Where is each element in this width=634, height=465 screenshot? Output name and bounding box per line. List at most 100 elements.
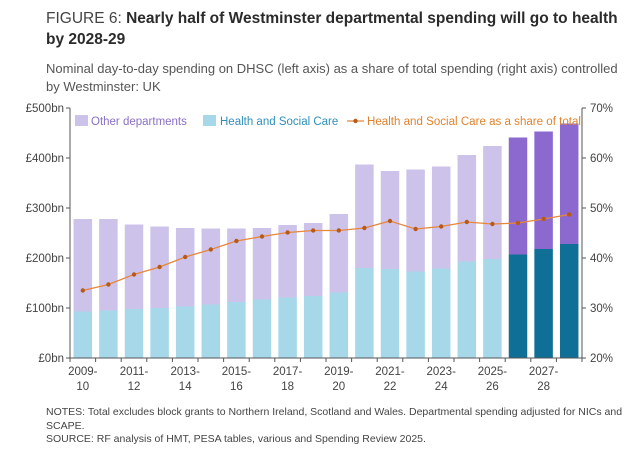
share-point-2024-25 — [464, 219, 469, 225]
x-tick-label-line2: 24 — [435, 381, 448, 393]
right-tick-label: 60% — [590, 153, 613, 165]
chart-title: FIGURE 6: Nearly half of Westminster dep… — [46, 8, 621, 50]
x-tick-label-line1: 2015- — [222, 366, 252, 378]
right-tick-label: 30% — [590, 303, 613, 315]
bar-other-2016-17 — [252, 228, 272, 300]
x-tick-label-line1: 2027- — [529, 366, 559, 378]
chart-subtitle: Nominal day-to-day spending on DHSC (lef… — [46, 61, 618, 94]
legend-marker-share — [353, 118, 358, 124]
share-point-2020-21 — [362, 225, 367, 231]
bar-health-2027-28 — [534, 249, 553, 358]
share-point-2013-14 — [183, 254, 188, 260]
share-point-2018-19 — [311, 228, 316, 233]
left-tick-label: £300bn — [26, 203, 64, 215]
bar-health-2017-18 — [278, 297, 297, 358]
bar-health-2028-29 — [559, 244, 579, 358]
share-point-2021-22 — [387, 218, 393, 224]
bar-health-2015-16 — [227, 302, 246, 358]
share-point-2022-23 — [413, 226, 418, 232]
x-tick-label-line2: 14 — [179, 381, 192, 393]
bar-health-2026-27 — [508, 254, 528, 358]
share-point-2015-16 — [234, 238, 239, 244]
bar-health-2009-10 — [73, 311, 93, 358]
share-point-2027-28 — [541, 216, 546, 222]
x-tick-label-line1: 2019- — [324, 366, 354, 378]
chart-notes: NOTES: Total excludes block grants to No… — [46, 406, 626, 447]
bar-other-2013-14 — [175, 228, 195, 307]
bar-health-2011-12 — [124, 309, 144, 358]
share-point-2028-29 — [567, 212, 572, 217]
bar-health-2024-25 — [457, 261, 477, 358]
bar-other-2023-24 — [431, 166, 451, 269]
notes-text: NOTES: Total excludes block grants to No… — [46, 406, 623, 432]
left-tick-label: £0bn — [38, 353, 64, 365]
bar-other-2026-27 — [508, 137, 528, 255]
right-tick-label: 70% — [590, 103, 613, 115]
left-tick-label: £500bn — [26, 103, 64, 115]
bar-other-2015-16 — [227, 228, 246, 302]
legend-label-health: Health and Social Care — [220, 116, 338, 128]
right-tick-label: 40% — [590, 253, 613, 265]
x-tick-label-line2: 28 — [537, 381, 550, 393]
share-point-2017-18 — [285, 230, 290, 235]
share-point-2014-15 — [208, 247, 213, 252]
share-point-2023-24 — [439, 224, 444, 229]
bar-other-2011-12 — [124, 224, 144, 309]
left-tick-label: £400bn — [26, 153, 64, 165]
x-tick-label-line2: 26 — [486, 381, 499, 393]
bar-other-2019-20 — [329, 214, 349, 293]
legend-label-other: Other departments — [91, 116, 187, 128]
bar-health-2010-11 — [99, 310, 118, 358]
chart-canvas: £0bn £100bn £200bn £300bn £400bn £500bn 20% 30%… — [26, 103, 613, 393]
share-line — [82, 213, 570, 292]
x-tick-label-line1: 2023- — [426, 366, 456, 378]
bar-health-2014-15 — [201, 304, 221, 358]
bar-other-2020-21 — [355, 164, 374, 268]
x-tick-label-line2: 20 — [332, 381, 345, 393]
bar-other-2028-29 — [559, 123, 579, 244]
share-point-2019-20 — [336, 228, 341, 233]
share-point-2009-10 — [80, 288, 86, 293]
x-tick-label-line2: 18 — [281, 381, 294, 393]
x-tick-label-line1: 2017- — [273, 366, 303, 378]
bar-other-2024-25 — [457, 155, 477, 262]
x-tick-label-line2: 12 — [128, 381, 141, 393]
source-text: SOURCE: RF analysis of HMT, PESA tables,… — [46, 433, 426, 445]
bar-health-2020-21 — [355, 268, 374, 358]
figure-label: FIGURE 6: — [46, 10, 127, 27]
bar-other-2009-10 — [73, 219, 93, 312]
x-tick-label-line2: 22 — [384, 381, 397, 393]
legend-label-share: Health and Social Care as a share of tot… — [367, 116, 581, 128]
x-tick-label-line1: 2021- — [375, 366, 405, 378]
bar-health-2021-22 — [380, 269, 400, 358]
x-tick-label-line2: 16 — [230, 381, 243, 393]
x-tick-label-line2: 10 — [76, 381, 89, 393]
left-tick-label: £100bn — [26, 303, 64, 315]
x-tick-label-line1: 2011- — [120, 366, 149, 378]
bar-health-2013-14 — [175, 306, 195, 358]
figure-title: Nearly half of Westminster departmental … — [46, 10, 618, 48]
share-point-2012-13 — [157, 264, 162, 270]
right-tick-label: 50% — [590, 203, 613, 215]
share-point-2011-12 — [131, 272, 137, 277]
bar-other-2027-28 — [534, 131, 553, 249]
bar-health-2016-17 — [252, 299, 272, 358]
share-point-2010-11 — [106, 282, 111, 287]
bar-health-2025-26 — [483, 259, 502, 358]
bar-other-2018-19 — [303, 223, 323, 296]
share-point-2025-26 — [490, 221, 495, 227]
bar-health-2023-24 — [431, 268, 451, 358]
bar-health-2012-13 — [150, 308, 169, 358]
bar-other-2025-26 — [483, 146, 502, 259]
left-tick-label: £200bn — [26, 253, 64, 265]
legend-swatch-health — [203, 115, 216, 126]
share-point-2016-17 — [259, 234, 265, 239]
bar-other-2010-11 — [99, 219, 118, 311]
bar-health-2022-23 — [406, 271, 425, 358]
x-tick-label-line1: 2025- — [478, 366, 508, 378]
bar-other-2022-23 — [406, 169, 425, 272]
bar-other-2014-15 — [201, 228, 221, 305]
right-tick-label: 20% — [590, 353, 613, 365]
x-tick-label-line1: 2009- — [68, 366, 98, 378]
bar-health-2018-19 — [303, 296, 323, 358]
